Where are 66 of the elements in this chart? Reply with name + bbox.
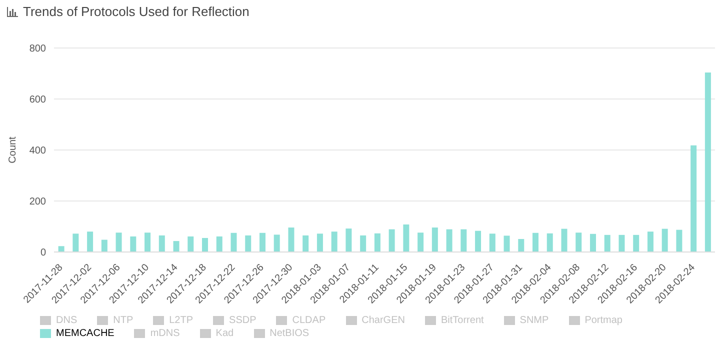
legend-label: Kad xyxy=(216,328,234,339)
legend-label: mDNS xyxy=(150,328,180,339)
y-tick-label: 600 xyxy=(29,94,46,106)
legend-label: Portmap xyxy=(584,315,622,326)
legend-label: CLDAP xyxy=(292,315,326,326)
legend-label: L2TP xyxy=(169,315,194,326)
bar xyxy=(388,229,395,252)
bar xyxy=(360,235,366,252)
bar xyxy=(475,230,482,252)
bar xyxy=(346,228,352,252)
bar xyxy=(489,234,496,252)
bar xyxy=(432,228,438,252)
bar xyxy=(202,238,208,252)
bar xyxy=(259,232,266,252)
bar xyxy=(418,232,424,252)
bar xyxy=(662,228,668,252)
legend-label: BitTorrent xyxy=(440,315,484,326)
bar xyxy=(690,145,697,252)
y-axis-title: Count xyxy=(8,136,19,164)
bar xyxy=(532,232,539,252)
bar xyxy=(460,229,467,252)
bar xyxy=(546,233,553,252)
bar xyxy=(374,233,380,252)
bar xyxy=(144,232,151,252)
bar xyxy=(58,246,64,252)
bar xyxy=(518,238,524,252)
bar xyxy=(288,228,294,252)
bar xyxy=(72,234,79,252)
bar xyxy=(245,235,252,252)
bar xyxy=(446,229,452,252)
y-tick-label: 200 xyxy=(29,196,46,208)
legend-label: DNS xyxy=(56,315,78,326)
legend-label: SSDP xyxy=(229,315,256,326)
y-tick-label: 0 xyxy=(40,248,46,259)
bar xyxy=(158,235,165,252)
bar xyxy=(633,234,640,252)
bar xyxy=(101,240,108,252)
bar xyxy=(230,232,237,252)
bar xyxy=(274,234,280,252)
legend-label: SNMP xyxy=(520,315,549,326)
bar xyxy=(87,232,94,252)
bar xyxy=(331,232,338,252)
bar xyxy=(216,236,222,252)
legend-label: NTP xyxy=(113,315,134,326)
bar xyxy=(173,241,180,252)
y-tick-label: 800 xyxy=(29,44,46,55)
bar xyxy=(561,228,568,252)
legend-label: CharGEN xyxy=(362,315,405,326)
bar xyxy=(504,236,510,252)
legend-label: NetBIOS xyxy=(270,328,310,339)
y-tick-label: 400 xyxy=(29,146,46,157)
bar xyxy=(704,72,711,252)
bar xyxy=(590,234,596,252)
chart-title: Trends of Protocols Used for Reflection xyxy=(23,4,250,19)
bar xyxy=(130,236,136,252)
bar xyxy=(576,232,582,252)
bar xyxy=(604,234,610,252)
bar xyxy=(403,224,410,252)
legend-label: MEMCACHE xyxy=(56,328,114,339)
bar xyxy=(316,234,323,252)
bar xyxy=(647,232,654,252)
bar xyxy=(116,232,122,252)
bar xyxy=(302,235,309,252)
bar xyxy=(676,230,682,252)
bar xyxy=(618,234,625,252)
bar xyxy=(188,236,194,252)
